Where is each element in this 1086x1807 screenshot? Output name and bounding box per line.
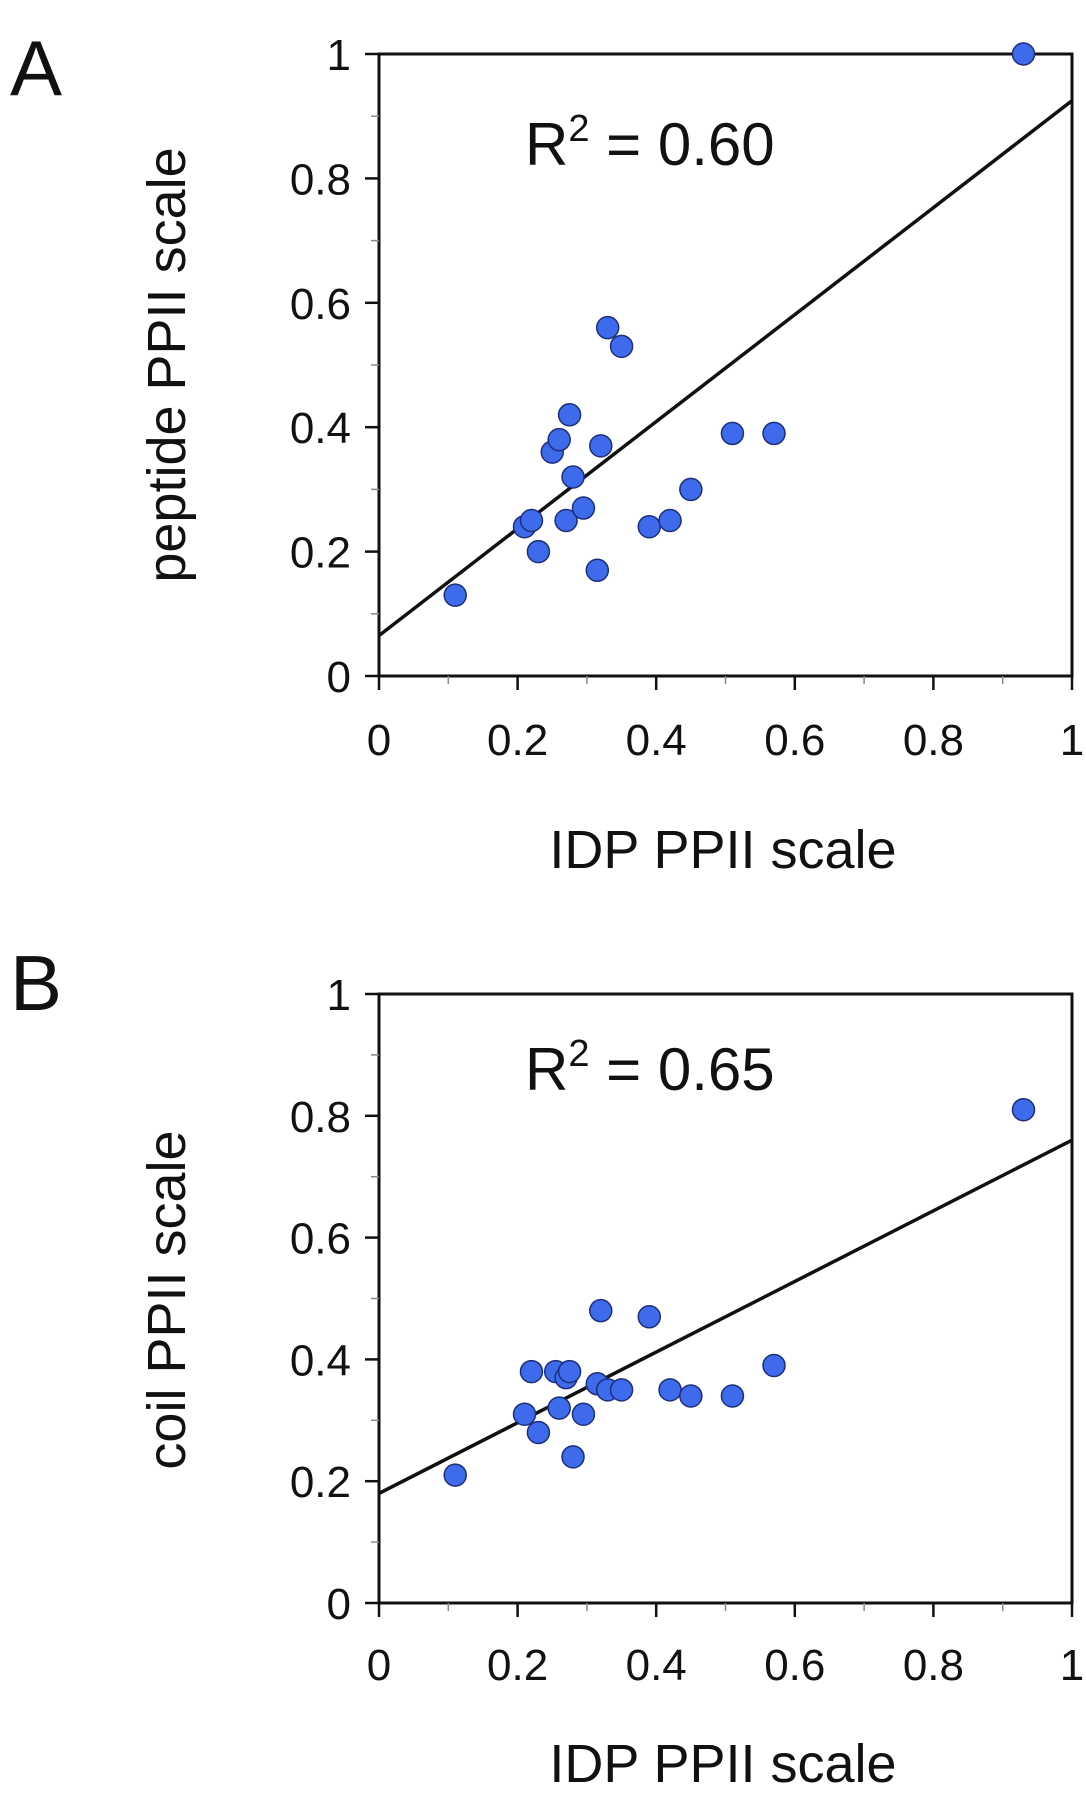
x-tick-label: 0.2 (487, 716, 548, 765)
data-point (519, 508, 544, 533)
y-tick-label: 1 (327, 31, 351, 80)
x-tick-label: 1 (1060, 716, 1084, 765)
x-tick-label: 0.8 (903, 1641, 964, 1690)
y-tick-label: 0 (327, 1580, 351, 1629)
y-tick-label: 0.2 (290, 1458, 351, 1507)
data-point (526, 1420, 551, 1445)
data-point (519, 1359, 544, 1384)
data-point (443, 583, 467, 607)
y-tick-label: 0 (327, 653, 351, 702)
x-tick-label: 0.6 (764, 716, 825, 765)
data-point (589, 434, 613, 458)
data-point (762, 1353, 786, 1378)
x-tick-label: 0 (367, 1641, 391, 1690)
x-axis-label: IDP PPII scale (549, 1734, 896, 1794)
data-point (547, 1396, 571, 1420)
y-tick-label: 0.6 (290, 280, 351, 329)
data-point (637, 514, 662, 539)
data-point (512, 1402, 537, 1426)
data-point (554, 508, 578, 533)
data-point (526, 539, 551, 564)
panel-b: 0 0.2 0.4 0.6 0.8 1 0 0.2 0.4 0.6 0.8 1 R2 = 0.65 B ID… (10, 939, 1084, 1794)
x-tick-label: 0.2 (487, 1641, 548, 1690)
data-point (1011, 42, 1036, 66)
r-squared-annotation: R2 = 0.65 (525, 1033, 775, 1103)
data-point (720, 1384, 745, 1408)
y-tick-label: 0.4 (290, 404, 351, 453)
x-tick-label: 0.4 (626, 1641, 687, 1690)
panel-label: A (10, 24, 62, 112)
data-point (609, 1378, 634, 1402)
y-axis-label: coil PPII scale (137, 1130, 197, 1469)
x-tick-label: 0 (367, 716, 391, 765)
data-point (585, 558, 610, 583)
data-point (720, 421, 745, 446)
panel-a: 0 0.2 0.4 0.6 0.8 1 0 0.2 0.4 0.6 0.8 1 R2 = 0.60 A ID… (10, 24, 1084, 880)
data-point (561, 465, 585, 489)
panel-label: B (10, 939, 62, 1027)
data-point (762, 421, 786, 446)
data-point (679, 1384, 703, 1408)
data-point (557, 403, 582, 427)
y-tick-label: 0.8 (290, 1093, 351, 1142)
data-point (443, 1463, 467, 1487)
y-tick-label: 0.4 (290, 1336, 351, 1385)
r-squared-annotation: R2 = 0.60 (525, 108, 775, 178)
data-point (571, 1402, 596, 1426)
x-tick-label: 0.6 (764, 1641, 825, 1690)
data-point (571, 496, 596, 520)
x-tick-label: 0.4 (626, 716, 687, 765)
y-tick-label: 0.6 (290, 1215, 351, 1264)
regression-line (379, 99, 1072, 637)
x-tick-label: 0.8 (903, 716, 964, 765)
data-point (547, 427, 571, 452)
y-tick-label: 0.8 (290, 155, 351, 204)
regression-line (379, 1138, 1072, 1495)
y-tick-label: 0.2 (290, 529, 351, 578)
data-point (1011, 1097, 1036, 1122)
data-point (679, 477, 703, 502)
data-point (658, 508, 682, 533)
data-point (609, 334, 634, 359)
data-point (557, 1359, 582, 1384)
data-point (561, 1445, 585, 1469)
y-axis-label: peptide PPII scale (137, 147, 197, 582)
y-tick-label: 1 (327, 971, 351, 1020)
data-point (595, 315, 620, 340)
x-tick-label: 1 (1060, 1641, 1084, 1690)
data-point (658, 1378, 682, 1402)
data-point (637, 1305, 662, 1329)
data-point (589, 1298, 613, 1323)
x-axis-label: IDP PPII scale (549, 820, 896, 880)
